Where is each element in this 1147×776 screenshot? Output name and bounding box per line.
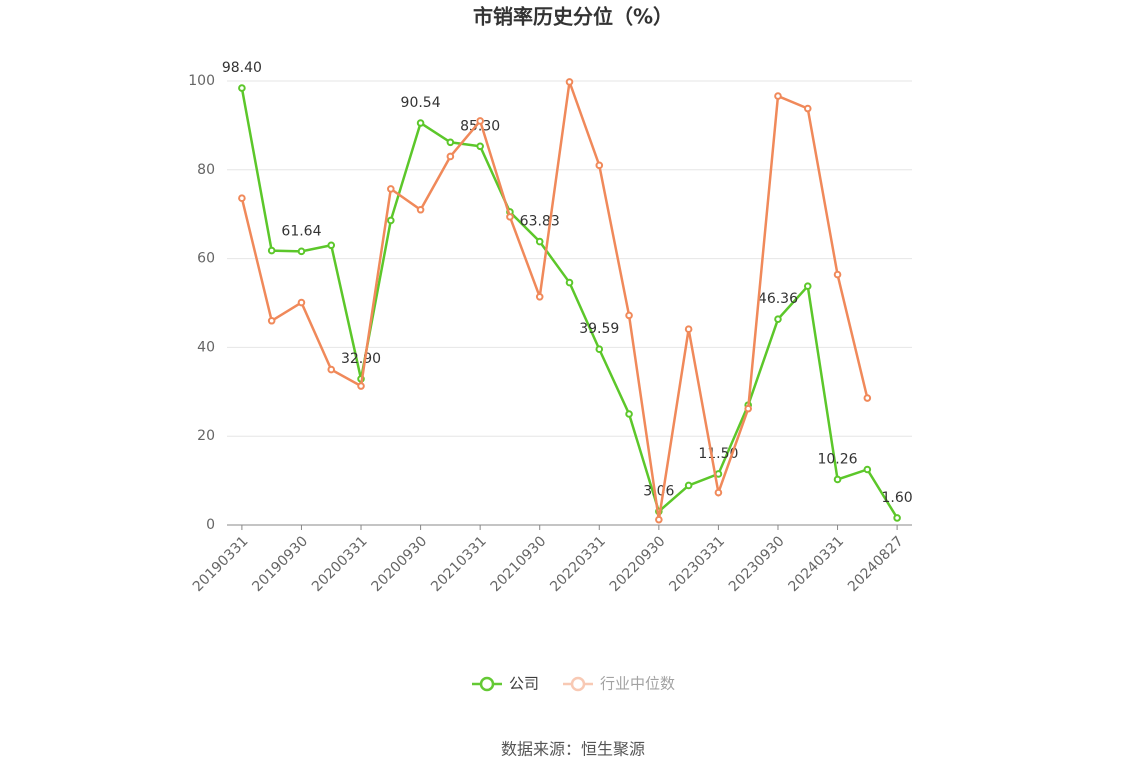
data-point: [565, 278, 574, 287]
data-point: [803, 282, 812, 290]
data-point: [387, 216, 395, 225]
data-point: [714, 488, 723, 497]
x-tick-label: 20240827: [845, 533, 907, 595]
data-label: 10.26: [817, 451, 857, 467]
data-label: 63.83: [520, 214, 560, 230]
x-tick-label: 20230331: [666, 533, 728, 595]
data-point: [684, 481, 693, 490]
data-point: [625, 410, 633, 418]
data-point: [774, 92, 782, 100]
legend-marker: [479, 676, 495, 692]
data-point: [863, 394, 872, 402]
y-tick-label: 20: [197, 428, 215, 444]
data-label: 98.40: [222, 60, 262, 76]
data-point: [684, 325, 693, 333]
data-point: [535, 292, 544, 301]
data-label: 1.60: [882, 490, 913, 506]
data-point: [506, 213, 514, 221]
x-tick-label: 20240331: [785, 533, 847, 595]
legend-item: 公司: [472, 675, 539, 693]
data-point: [833, 475, 842, 484]
data-label: 39.59: [579, 321, 619, 337]
data-point: [416, 205, 425, 214]
legend-item: 行业中位数: [563, 675, 675, 693]
series-line: [240, 81, 869, 520]
data-point: [297, 298, 306, 307]
y-tick-label: 80: [197, 162, 215, 178]
data-point: [655, 515, 663, 524]
data-point: [297, 247, 306, 256]
data-label: 32.90: [341, 351, 381, 367]
legend-label: 公司: [509, 675, 539, 693]
data-point: [893, 514, 901, 522]
data-point: [446, 152, 455, 161]
data-point: [476, 117, 484, 125]
x-tick-label: 20220331: [547, 533, 609, 595]
data-point: [595, 161, 604, 170]
data-point: [267, 316, 276, 325]
data-label: 85.30: [460, 118, 500, 134]
source: 数据来源：恒生聚源: [501, 740, 645, 759]
data-point: [833, 270, 842, 279]
data-label: 11.50: [698, 446, 738, 462]
data-point: [744, 404, 752, 413]
x-tick-label: 20190331: [190, 533, 252, 595]
data-point: [416, 119, 425, 127]
data-point: [446, 138, 455, 147]
data-point: [595, 345, 604, 354]
data-point: [803, 104, 812, 113]
x-tick-label: 20210331: [428, 533, 490, 595]
data-point: [238, 194, 246, 203]
data-label: 90.54: [401, 95, 441, 111]
legend-marker: [570, 676, 586, 692]
y-tick-label: 100: [188, 73, 215, 89]
y-tick-label: 40: [197, 339, 215, 355]
data-point: [238, 84, 246, 92]
data-point: [625, 311, 633, 320]
x-tick-label: 20230930: [726, 533, 788, 595]
data-point: [327, 365, 336, 374]
x-tick-label: 20190930: [249, 533, 311, 595]
legend-label: 行业中位数: [600, 675, 675, 693]
data-point: [535, 237, 544, 246]
data-label: 46.36: [758, 291, 798, 307]
data-point: [357, 382, 365, 390]
chart-title: 市销率历史分位（%）: [473, 5, 673, 29]
x-tick-label: 20220930: [607, 533, 669, 595]
data-point: [267, 246, 276, 255]
series-line: [240, 87, 899, 519]
data-point: [327, 241, 336, 250]
x-tick-label: 20200331: [309, 533, 371, 595]
data-label: 3.06: [643, 483, 674, 499]
data-point: [565, 78, 574, 86]
data-label: 61.64: [281, 223, 321, 239]
y-tick-label: 60: [197, 251, 215, 267]
x-tick-label: 20200930: [369, 533, 431, 595]
x-tick-label: 20210930: [488, 533, 550, 595]
data-point: [387, 185, 395, 193]
y-tick-label: 0: [206, 517, 215, 533]
data-point: [476, 142, 484, 151]
data-point: [774, 315, 782, 323]
data-point: [863, 465, 872, 474]
